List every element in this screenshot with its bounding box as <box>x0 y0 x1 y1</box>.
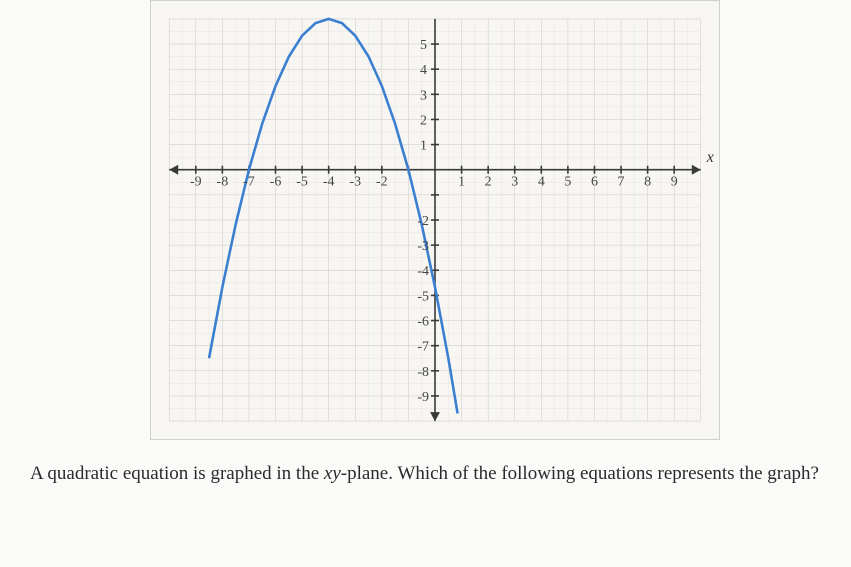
svg-text:-2: -2 <box>417 214 429 229</box>
quadratic-graph: -9 -8 -7 -6 -5 -4 -3 -2 1 2 3 4 5 6 7 8 9 1 2 3 4 5 -2 -3 -4 -5 -6… <box>150 0 720 440</box>
svg-text:7: 7 <box>618 175 625 190</box>
question-math-var: xy <box>324 463 341 484</box>
svg-text:1: 1 <box>420 139 427 154</box>
svg-text:-3: -3 <box>417 239 429 254</box>
svg-text:4: 4 <box>420 63 427 78</box>
svg-text:8: 8 <box>644 175 651 190</box>
question-part2: -plane. Which of the following equations… <box>341 463 819 484</box>
svg-text:-7: -7 <box>417 340 429 355</box>
svg-text:x: x <box>706 149 714 166</box>
svg-text:-2: -2 <box>376 175 388 190</box>
question-text: A quadratic equation is graphed in the x… <box>30 460 820 489</box>
chart-svg: -9 -8 -7 -6 -5 -4 -3 -2 1 2 3 4 5 6 7 8 9 1 2 3 4 5 -2 -3 -4 -5 -6… <box>151 1 719 439</box>
svg-text:9: 9 <box>671 175 678 190</box>
svg-text:-9: -9 <box>417 390 429 405</box>
svg-text:-5: -5 <box>417 289 429 304</box>
svg-text:3: 3 <box>420 88 427 103</box>
svg-text:-4: -4 <box>417 264 429 279</box>
svg-text:-6: -6 <box>417 315 429 330</box>
svg-text:6: 6 <box>591 175 598 190</box>
svg-text:5: 5 <box>420 38 427 53</box>
question-part1: A quadratic equation is graphed in the <box>30 463 324 484</box>
svg-text:3: 3 <box>511 175 518 190</box>
svg-text:-6: -6 <box>270 175 282 190</box>
svg-text:-4: -4 <box>323 175 335 190</box>
svg-text:5: 5 <box>564 175 571 190</box>
svg-text:-9: -9 <box>190 175 202 190</box>
svg-text:4: 4 <box>538 175 545 190</box>
svg-text:-8: -8 <box>417 365 429 380</box>
svg-text:-8: -8 <box>217 175 229 190</box>
svg-text:2: 2 <box>420 113 427 128</box>
svg-text:-7: -7 <box>243 175 255 190</box>
svg-text:2: 2 <box>485 175 492 190</box>
svg-text:-5: -5 <box>296 175 308 190</box>
svg-text:1: 1 <box>458 175 465 190</box>
svg-text:-3: -3 <box>349 175 361 190</box>
